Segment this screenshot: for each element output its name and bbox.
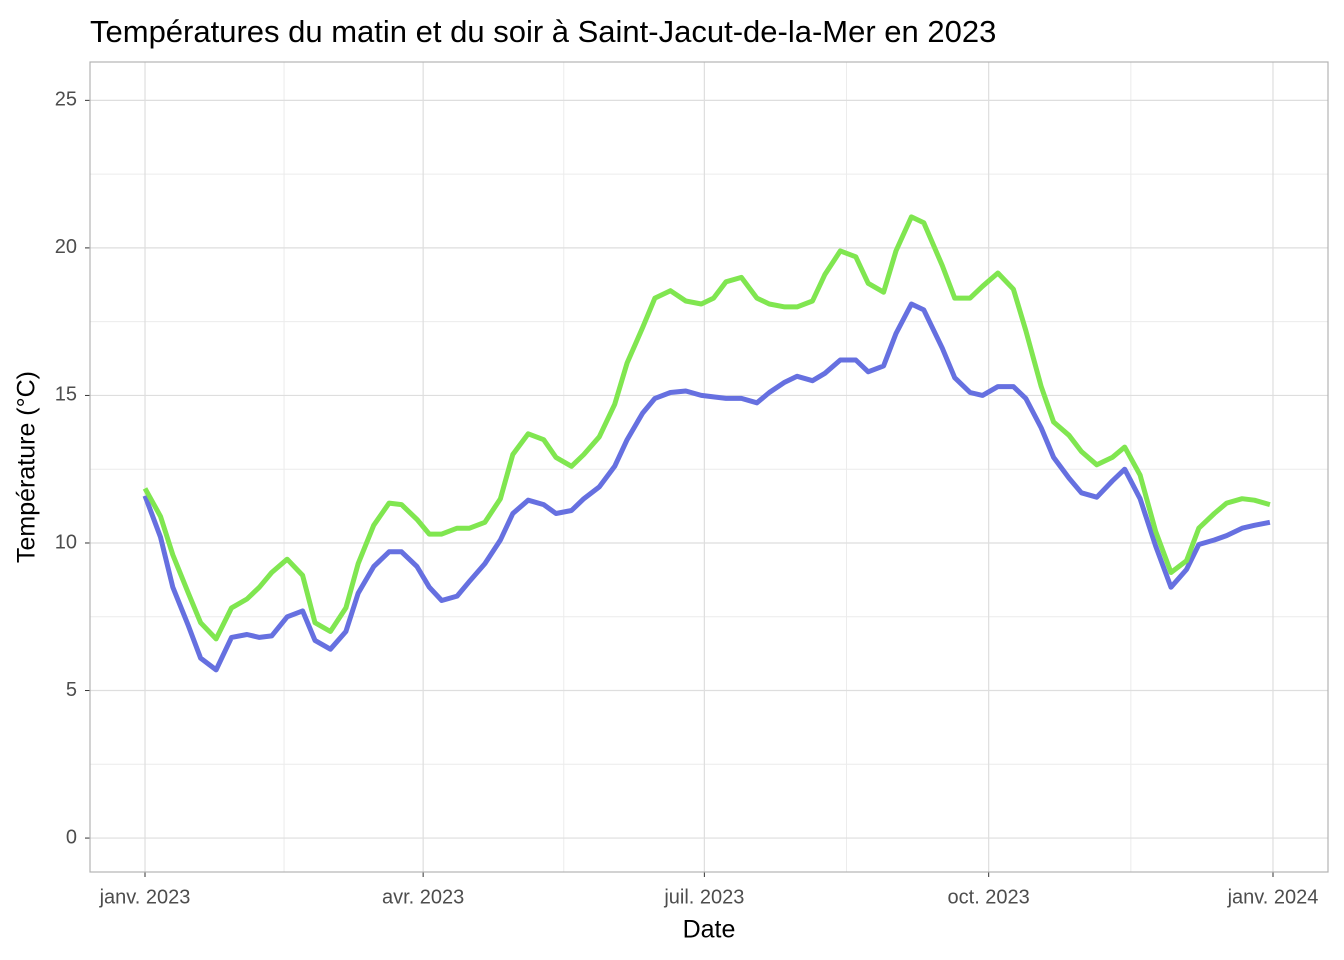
x-tick-label: janv. 2024: [1227, 886, 1319, 908]
panel-border: [89, 61, 1329, 873]
y-tick-label: 0: [66, 826, 77, 848]
line: [142, 301, 1271, 673]
line: [142, 214, 1271, 642]
y-tick-label: 15: [55, 384, 77, 406]
x-tick-label: juil. 2023: [663, 886, 744, 908]
x-tick-label: oct. 2023: [948, 886, 1030, 908]
x-tick-label: avr. 2023: [382, 886, 464, 908]
y-tick-label: 20: [55, 236, 77, 258]
x-axis-title: Date: [683, 916, 736, 944]
y-axis-title: Température (°C): [13, 371, 41, 563]
x-tick-label: janv. 2023: [99, 886, 191, 908]
y-tick-label: 10: [55, 531, 77, 553]
y-tick-label: 25: [55, 89, 77, 111]
chart-title: Températures du matin et du soir à Saint…: [90, 14, 996, 49]
y-tick-label: 5: [66, 679, 77, 701]
